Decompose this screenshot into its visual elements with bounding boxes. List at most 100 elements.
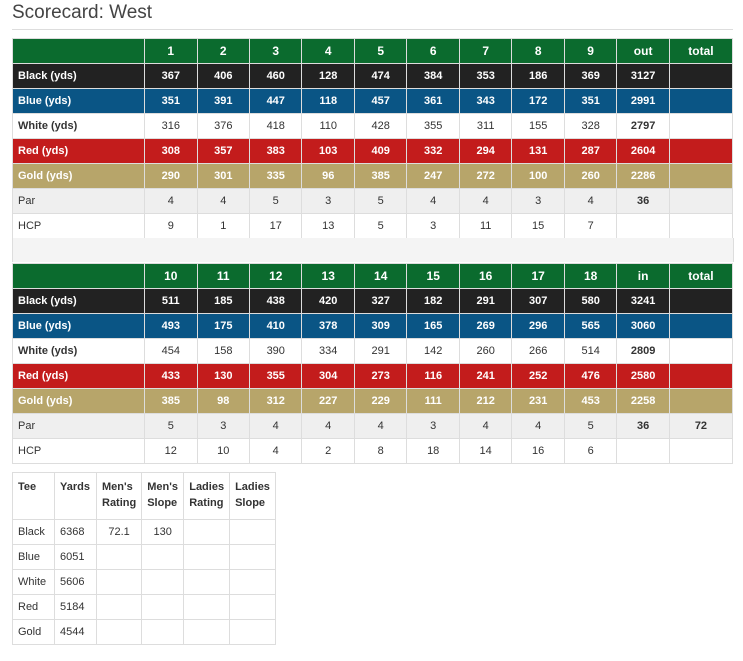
header-cell: 12: [248, 263, 303, 289]
hole-cell: 454: [144, 338, 198, 364]
tee-value: [229, 594, 276, 620]
tee-name: Black: [12, 519, 55, 545]
hole-cell: 291: [353, 338, 408, 364]
hole-cell: 511: [144, 288, 198, 314]
hole-cell: 158: [196, 338, 251, 364]
hole-cell: 376: [196, 113, 251, 139]
total-cell: [668, 213, 734, 239]
hole-cell: 18: [406, 438, 460, 464]
hole-cell: 100: [511, 163, 565, 189]
subtotal-cell: 36: [616, 413, 670, 439]
header-cell: 11: [196, 263, 251, 289]
total-cell: 72: [668, 413, 734, 439]
header-cell: 10: [144, 263, 198, 289]
hole-cell: 7: [563, 213, 618, 239]
hole-cell: 476: [563, 363, 618, 389]
hole-cell: 406: [196, 63, 251, 89]
hole-cell: 227: [301, 388, 355, 414]
tee-value: 6368: [54, 519, 97, 545]
tee-value: 5606: [54, 569, 97, 595]
hole-cell: 290: [144, 163, 198, 189]
hole-cell: 4: [144, 188, 198, 214]
hole-cell: 565: [563, 313, 618, 339]
header-cell: out: [616, 38, 670, 64]
black-row: Black (yds) 511 185 438 420 327 182 291 307 580 32…: [11, 288, 734, 314]
hole-cell: 98: [196, 388, 251, 414]
hole-cell: 355: [406, 113, 460, 139]
hole-cell: 172: [511, 88, 565, 114]
hole-cell: 312: [248, 388, 303, 414]
hole-cell: 3: [196, 413, 251, 439]
hole-cell: 131: [511, 138, 565, 164]
hole-cell: 493: [144, 313, 198, 339]
hole-cell: 447: [248, 88, 303, 114]
subtotal-cell: 2797: [616, 113, 670, 139]
hole-cell: 5: [353, 213, 408, 239]
hole-cell: 460: [248, 63, 303, 89]
tee-value: [183, 569, 231, 595]
tee-value: 4544: [54, 619, 97, 645]
hole-cell: 332: [406, 138, 460, 164]
hole-cell: 384: [406, 63, 460, 89]
row-label: Blue (yds): [11, 88, 146, 114]
row-label: Gold (yds): [11, 388, 146, 414]
total-cell: [668, 163, 734, 189]
black-row: Black (yds) 367 406 460 128 474 384 353 186 369 31…: [11, 63, 734, 89]
hole-cell: 6: [563, 438, 618, 464]
hole-cell: 409: [353, 138, 408, 164]
tee-value: 130: [141, 519, 185, 545]
total-cell: [668, 288, 734, 314]
tee-header-cell: Tee: [12, 472, 55, 520]
tee-row: Gold 4544: [12, 619, 276, 645]
table-spacer: [12, 238, 734, 262]
hole-cell: 474: [353, 63, 408, 89]
hole-cell: 185: [196, 288, 251, 314]
hole-cell: 294: [458, 138, 513, 164]
hcp-row: HCP 12 10 4 2 8 18 14 16 6: [11, 438, 734, 464]
hole-cell: 309: [353, 313, 408, 339]
tee-name: Red: [12, 594, 55, 620]
hole-cell: 13: [301, 213, 355, 239]
hole-cell: 355: [248, 363, 303, 389]
row-label: Black (yds): [11, 288, 146, 314]
hole-cell: 418: [248, 113, 303, 139]
hole-cell: 438: [248, 288, 303, 314]
hole-cell: 4: [458, 413, 513, 439]
hole-cell: 428: [353, 113, 408, 139]
hole-cell: 343: [458, 88, 513, 114]
tee-header-cell: Ladies Rating: [183, 472, 231, 520]
front-nine-scorecard: 1 2 3 4 5 6 7 8 9 out total Black (yds) 367 406 460 128…: [11, 38, 734, 239]
hole-cell: 361: [406, 88, 460, 114]
hole-cell: 252: [511, 363, 565, 389]
hole-cell: 15: [511, 213, 565, 239]
gold-row: Gold (yds) 290 301 335 96 385 247 272 100 260 2286: [11, 163, 734, 189]
total-cell: [668, 338, 734, 364]
tee-name: White: [12, 569, 55, 595]
header-cell: 4: [301, 38, 355, 64]
hole-cell: 116: [406, 363, 460, 389]
hole-cell: 316: [144, 113, 198, 139]
row-label: Gold (yds): [11, 163, 146, 189]
tee-value: [141, 569, 185, 595]
hole-cell: 5: [144, 413, 198, 439]
row-label: Blue (yds): [11, 313, 146, 339]
header-corner: [11, 263, 146, 289]
header-cell: 18: [563, 263, 618, 289]
header-row: 1 2 3 4 5 6 7 8 9 out total: [11, 38, 734, 64]
row-label: Red (yds): [11, 138, 146, 164]
hole-cell: 8: [353, 438, 408, 464]
subtotal-cell: 3241: [616, 288, 670, 314]
tee-value: [141, 544, 185, 570]
hole-cell: 9: [144, 213, 198, 239]
header-cell: 13: [301, 263, 355, 289]
hole-cell: 96: [301, 163, 355, 189]
tee-row: Black 6368 72.1 130: [12, 519, 276, 545]
subtotal-cell: 3127: [616, 63, 670, 89]
hole-cell: 3: [511, 188, 565, 214]
header-cell: 3: [248, 38, 303, 64]
hole-cell: 369: [563, 63, 618, 89]
tee-value: [95, 569, 143, 595]
hole-cell: 212: [458, 388, 513, 414]
hole-cell: 272: [458, 163, 513, 189]
total-cell: [668, 113, 734, 139]
